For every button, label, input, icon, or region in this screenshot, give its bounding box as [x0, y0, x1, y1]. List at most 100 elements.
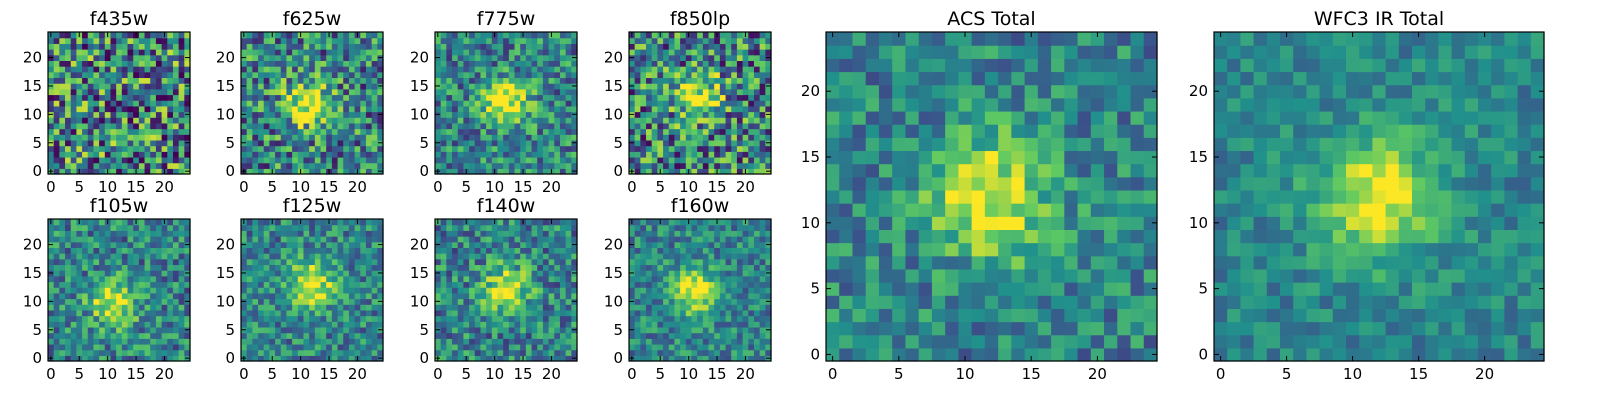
pixel-cell: [377, 309, 384, 317]
pixel-cell: [651, 77, 658, 84]
pixel-cell: [531, 134, 538, 141]
pixel-cell: [759, 49, 766, 56]
pixel-cell: [634, 77, 641, 84]
pixel-cell: [297, 292, 305, 300]
pixel-cell: [697, 168, 704, 175]
pixel-cell: [82, 258, 89, 266]
pixel-cell: [537, 281, 544, 288]
pixel-cell: [320, 168, 327, 175]
pixel-cell: [525, 275, 533, 283]
pixel-cell: [53, 304, 60, 311]
pixel-cell: [640, 270, 647, 277]
pixel-cell: [48, 264, 55, 271]
pixel-cell: [184, 32, 191, 39]
pixel-cell: [629, 122, 636, 130]
x-tick-label: 10: [485, 365, 504, 383]
pixel-cell: [463, 236, 470, 243]
pixel-cell: [469, 236, 476, 243]
pixel-cell: [463, 270, 470, 277]
pixel-cell: [104, 264, 112, 271]
pixel-cell: [571, 230, 578, 237]
y-tick-label: 20: [410, 236, 429, 254]
pixel-cell: [377, 49, 384, 56]
pixel-cell: [116, 321, 123, 328]
pixel-cell: [508, 241, 516, 248]
pixel-cell: [48, 236, 55, 243]
pixel-cell: [93, 264, 100, 271]
pixel-cell: [731, 355, 738, 362]
pixel-cell: [646, 315, 653, 322]
pixel-cell: [320, 304, 327, 311]
pixel-cell: [497, 139, 504, 147]
pixel-cell: [172, 332, 180, 339]
pixel-cell: [70, 66, 77, 73]
pixel-cell: [76, 253, 83, 260]
pixel-cell: [514, 60, 521, 67]
pixel-cell: [435, 88, 442, 96]
pixel-cell: [286, 253, 293, 260]
pixel-cell: [275, 54, 282, 61]
pixel-cell: [59, 247, 66, 254]
pixel-cell: [246, 355, 253, 362]
pixel-cell: [280, 343, 288, 351]
pixel-cell: [116, 105, 123, 113]
pixel-cell: [99, 219, 106, 226]
pixel-cell: [537, 156, 544, 164]
pixel-cell: [167, 117, 174, 124]
pixel-cell: [53, 83, 60, 90]
pixel-cell: [537, 128, 544, 135]
pixel-cell: [759, 281, 766, 288]
x-tick-label: 10: [679, 178, 698, 196]
pixel-cell: [469, 292, 476, 300]
pixel-cell: [76, 139, 83, 147]
pixel-cell: [486, 156, 493, 164]
pixel-cell: [104, 122, 112, 130]
pixel-cell: [708, 332, 715, 339]
pixel-cell: [246, 43, 253, 50]
pixel-cell: [116, 60, 123, 67]
pixel-cell: [537, 100, 544, 107]
pixel-cell: [246, 49, 253, 56]
pixel-cell: [474, 292, 482, 300]
pixel-cell: [542, 287, 550, 294]
pixel-cell: [348, 230, 356, 237]
pixel-cell: [144, 77, 151, 84]
pixel-cell: [144, 309, 151, 317]
pixel-cell: [691, 134, 698, 141]
pixel-cell: [525, 309, 533, 317]
pixel-cell: [70, 321, 77, 328]
pixel-cell: [559, 105, 567, 113]
pixel-cell: [121, 298, 129, 305]
pixel-cell: [554, 287, 561, 294]
pixel-cell: [537, 241, 544, 248]
pixel-cell: [167, 66, 174, 73]
pixel-cell: [343, 281, 350, 288]
pixel-cell: [65, 122, 72, 130]
pixel-cell: [184, 309, 191, 317]
pixel-cell: [674, 100, 681, 107]
pixel-cell: [463, 94, 470, 101]
pixel-cell: [337, 122, 344, 130]
pixel-cell: [508, 162, 516, 169]
pixel-cell: [719, 145, 727, 152]
pixel-cell: [172, 298, 180, 305]
pixel-cell: [76, 71, 83, 79]
pixel-cell: [514, 151, 521, 158]
pixel-cell: [127, 134, 134, 141]
pixel-cell: [702, 343, 710, 351]
pixel-cell: [314, 94, 322, 101]
pixel-cell: [640, 134, 647, 141]
pixel-cell: [116, 281, 123, 288]
pixel-cell: [65, 54, 72, 61]
pixel-cell: [269, 151, 276, 158]
pixel-cell: [331, 338, 339, 345]
pixel-cell: [263, 309, 270, 317]
pixel-cell: [354, 338, 361, 345]
pixel-cell: [486, 145, 493, 152]
pixel-cell: [736, 122, 744, 130]
pixel-cell: [514, 139, 521, 147]
pixel-cell: [93, 355, 100, 362]
pixel-cell: [331, 128, 339, 135]
pixel-cell: [685, 60, 693, 67]
x-tick-label: 5: [267, 365, 277, 383]
